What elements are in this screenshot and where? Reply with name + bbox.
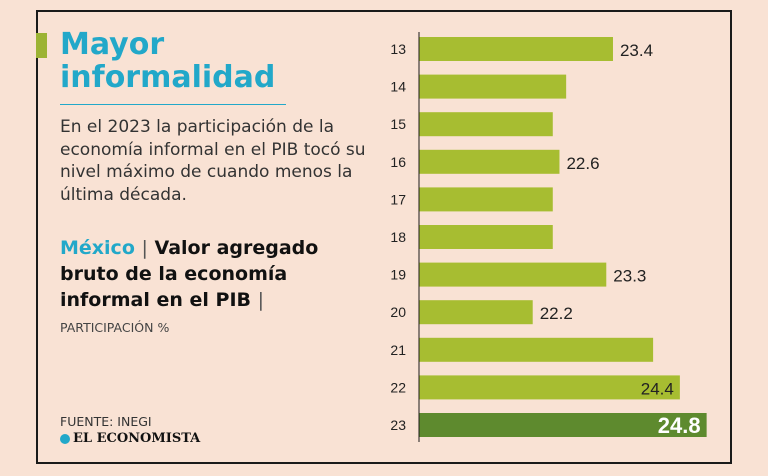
country-label: México — [60, 237, 135, 259]
brand-icon — [60, 433, 70, 444]
data-label-13: 23.4 — [620, 41, 653, 60]
tick-label-23: 23 — [390, 417, 406, 433]
heading-separator-end: | — [257, 289, 265, 311]
brand-name: EL ECONOMISTA — [73, 431, 201, 446]
bar-13 — [419, 37, 613, 61]
bar-19 — [419, 262, 607, 287]
tick-label-20: 20 — [390, 304, 406, 320]
tick-label-15: 15 — [390, 116, 406, 132]
tick-label-13: 13 — [390, 41, 406, 57]
data-label-19: 23.3 — [613, 267, 646, 286]
brand-logo: EL ECONOMISTA — [60, 431, 200, 446]
bar-20 — [419, 300, 533, 325]
tick-label-19: 19 — [390, 267, 406, 283]
chart-frame — [36, 10, 732, 464]
bar-15 — [419, 112, 553, 137]
tick-label-17: 17 — [390, 191, 406, 207]
bar-23 — [419, 413, 707, 437]
heading-separator: | — [141, 237, 148, 259]
tick-label-14: 14 — [390, 79, 406, 95]
bar-18 — [419, 225, 553, 249]
bar-16 — [419, 149, 560, 174]
bar-22 — [419, 375, 680, 400]
unit-label: PARTICIPACIÓN % — [60, 320, 170, 335]
tick-label-22: 22 — [390, 379, 406, 395]
tick-label-18: 18 — [390, 229, 406, 245]
source-note: FUENTE: INEGI — [60, 414, 152, 429]
data-label-22: 24.4 — [641, 379, 674, 398]
title-line-1: Mayor — [60, 27, 165, 62]
data-label-16: 22.6 — [566, 154, 599, 173]
data-label-23: 24.8 — [658, 413, 701, 438]
title-divider — [60, 104, 286, 105]
subtitle: En el 2023 la participación de la econom… — [60, 117, 366, 205]
bar-21 — [419, 337, 654, 362]
title-line-2: informalidad — [60, 60, 276, 95]
page-title: Mayor informalidad — [60, 28, 360, 94]
tick-label-16: 16 — [390, 154, 406, 170]
chart-heading: México | Valor agregado bruto de la econ… — [60, 235, 360, 313]
data-label-20: 22.2 — [540, 304, 573, 323]
tick-label-21: 21 — [390, 342, 406, 358]
bar-17 — [419, 187, 553, 212]
accent-bar — [36, 33, 47, 58]
bar-14 — [419, 74, 567, 99]
measure-label: Valor agregado bruto de la economía info… — [60, 237, 319, 311]
